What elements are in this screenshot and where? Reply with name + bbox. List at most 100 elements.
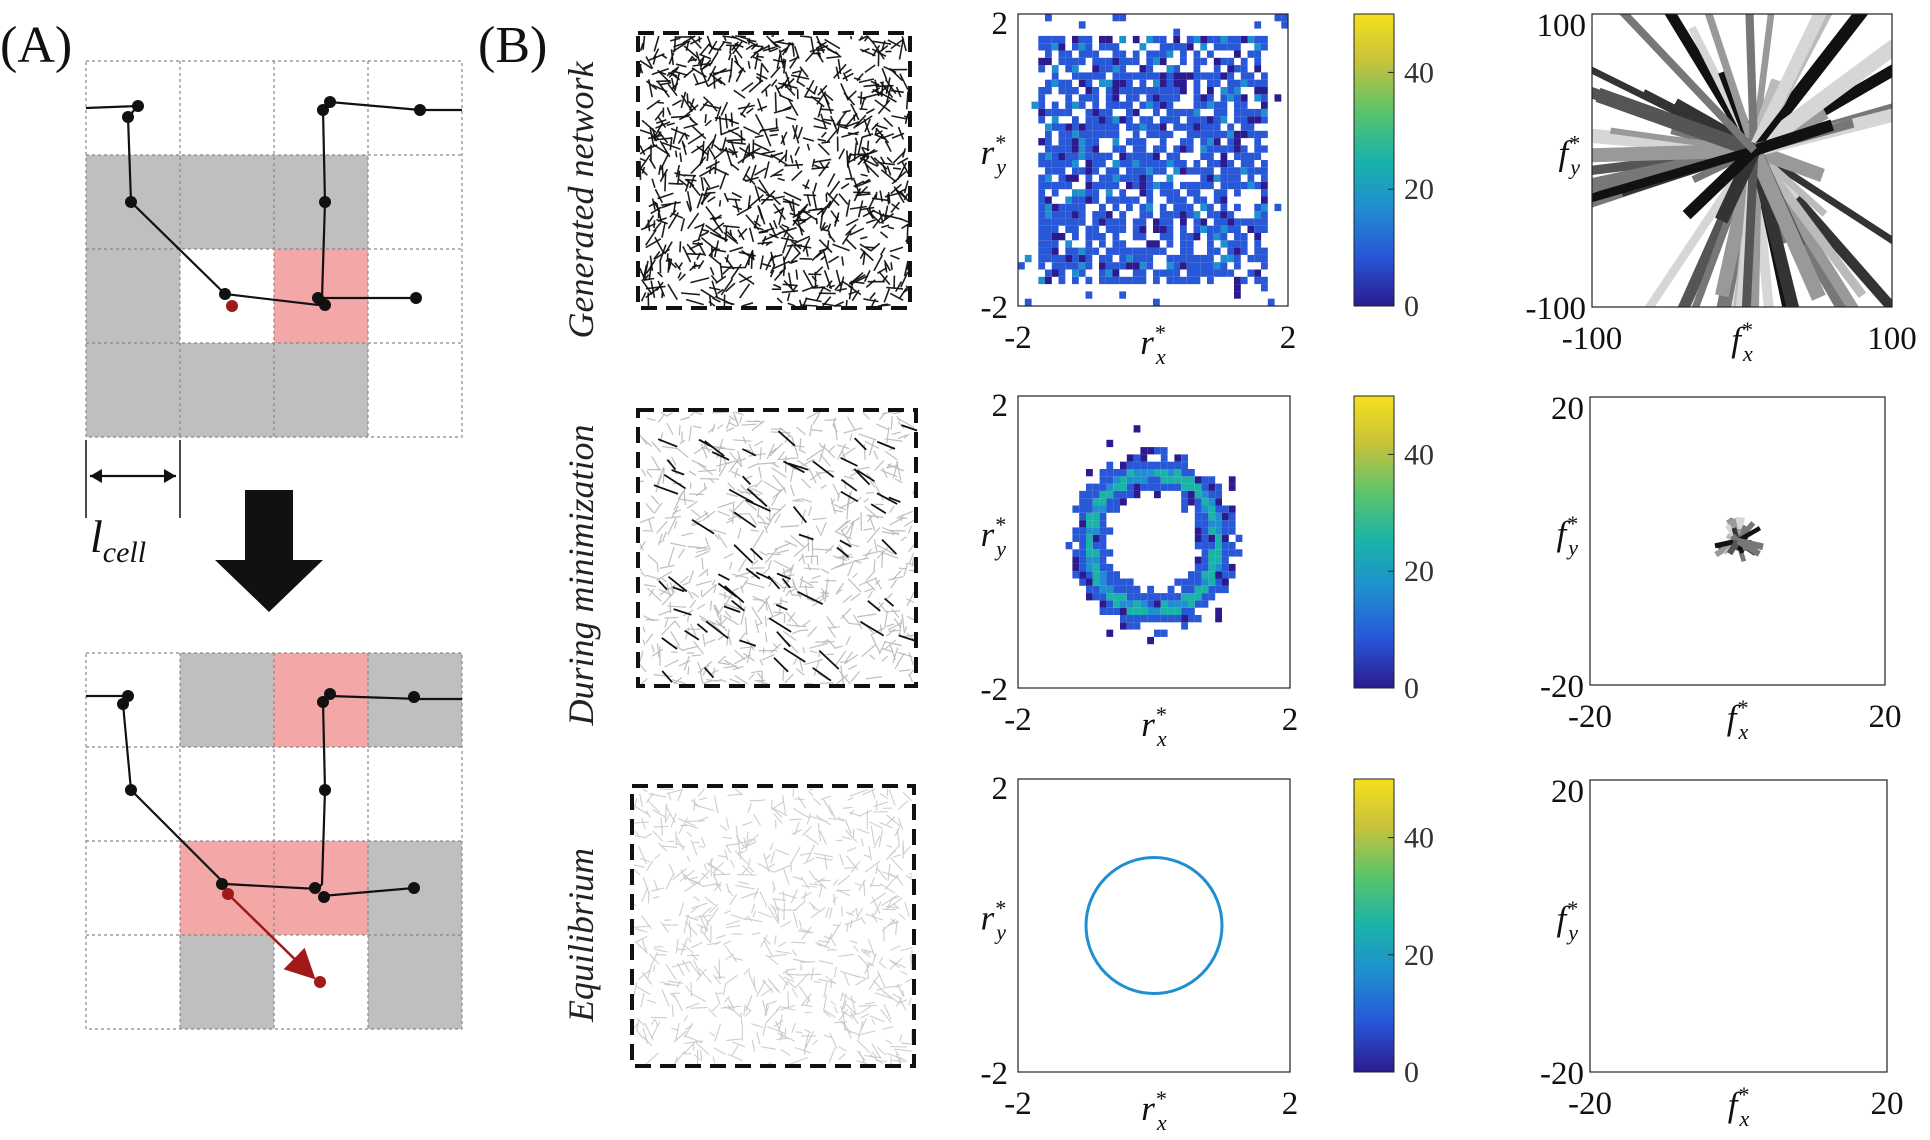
colorbar-tick-label: 20 [1404, 555, 1434, 588]
histogram-bin [1133, 469, 1141, 477]
node [324, 96, 336, 108]
fiber-segment [844, 68, 852, 74]
fiber-segment [826, 240, 830, 248]
fiber-segment [733, 60, 746, 73]
fiber-segment [784, 540, 798, 548]
histogram-bin [1186, 130, 1194, 139]
fiber-segment [801, 926, 812, 940]
stressed-fiber-segment [703, 667, 715, 679]
stressed-fiber-segment [661, 670, 673, 683]
fiber-segment [647, 893, 650, 904]
histogram-bin [1186, 35, 1194, 44]
fiber-segment [641, 971, 653, 985]
histogram-bin [1228, 483, 1236, 491]
histogram-bin [1072, 247, 1079, 255]
histogram-bin [1045, 50, 1052, 58]
fiber-segment [736, 206, 752, 216]
fiber-segment [711, 862, 724, 874]
fiber-segment [712, 874, 722, 892]
histogram-bin [1051, 269, 1059, 277]
histogram-bin [1113, 600, 1120, 608]
histogram-bin [1207, 262, 1214, 270]
histogram-bin [1092, 512, 1100, 521]
fiber-segment [899, 190, 909, 202]
histogram-bin [1220, 269, 1228, 277]
stressed-fiber-segment [657, 438, 678, 448]
histogram-bin [1132, 247, 1140, 255]
gray-cell [368, 935, 462, 1029]
fiber-segment [791, 437, 799, 457]
histogram-bin [1038, 218, 1046, 226]
fiber-segment [869, 1053, 884, 1065]
histogram-bin [1215, 578, 1222, 586]
histogram-bin [1207, 123, 1214, 131]
histogram-bin [1222, 520, 1229, 528]
histogram-bin [1051, 43, 1059, 51]
histogram-bin [1133, 454, 1141, 462]
fiber-segment [697, 870, 711, 884]
fiber-segment [712, 1056, 716, 1064]
fiber-segment [758, 680, 768, 685]
fiber-segment [654, 1019, 659, 1027]
fiber-segment [683, 123, 699, 129]
fiber-segment [888, 576, 904, 581]
fiber-segment [684, 915, 699, 921]
fiber-segment [731, 470, 742, 477]
histogram-bin [1173, 189, 1181, 197]
fiber-segment [881, 647, 893, 653]
stressed-fiber-segment [653, 484, 679, 495]
fiber-segment [773, 864, 791, 873]
fiber-segment [737, 850, 746, 854]
stressed-fiber-segment [704, 440, 725, 457]
histogram-bin [1234, 262, 1241, 270]
histogram-bin [1207, 72, 1214, 80]
fiber-segment [899, 73, 909, 91]
fiber-segment [822, 302, 837, 307]
histogram-bin [1078, 43, 1086, 51]
fiber-segment [656, 475, 663, 486]
fiber-segment [794, 900, 806, 911]
histogram-bin [1146, 189, 1154, 197]
histogram-bin [1119, 101, 1127, 109]
fiber-segment [827, 48, 839, 56]
histogram-bin [1119, 196, 1127, 204]
fiber-segment [780, 131, 788, 145]
histogram-bin [1106, 563, 1114, 572]
histogram-bin [1058, 152, 1066, 160]
histogram-bin [1112, 269, 1120, 277]
fiber-segment [723, 225, 740, 229]
colorbar-tick-label: 0 [1404, 290, 1419, 323]
histogram-bin [1065, 123, 1073, 131]
fiber-segment [823, 270, 833, 290]
histogram-bin [1234, 79, 1241, 87]
histogram-bin [1201, 593, 1209, 601]
fiber-segment [728, 148, 736, 154]
fiber-segment [869, 480, 876, 488]
stressed-fiber-segment [767, 575, 781, 590]
fiber-segment [673, 520, 678, 529]
fiber-segment [876, 423, 889, 430]
histogram-bin [1058, 145, 1066, 153]
histogram-bin [1194, 512, 1202, 521]
histogram-bin [1038, 233, 1046, 241]
fiber-segment [798, 554, 805, 562]
fiber-segment [801, 553, 806, 565]
histogram-bin [1227, 130, 1235, 139]
fiber-segment [857, 136, 864, 156]
histogram-bin [1194, 520, 1202, 528]
histogram-bin [1220, 254, 1228, 263]
fiber-segment [769, 269, 775, 278]
histogram-bin [1234, 276, 1241, 285]
histogram-bin [1119, 189, 1127, 197]
histogram-bin [1173, 269, 1181, 277]
fiber-segment [667, 546, 675, 566]
histogram-bin [1188, 578, 1195, 586]
fiber-segment [795, 668, 805, 676]
histogram-bin [1166, 196, 1174, 204]
fiber-segment [682, 581, 691, 586]
histogram-bin [1227, 225, 1235, 233]
fiber-segment [743, 1004, 746, 1016]
fiber-segment [727, 793, 743, 797]
fiber-segment [868, 846, 872, 861]
histogram-bin [1132, 152, 1140, 160]
